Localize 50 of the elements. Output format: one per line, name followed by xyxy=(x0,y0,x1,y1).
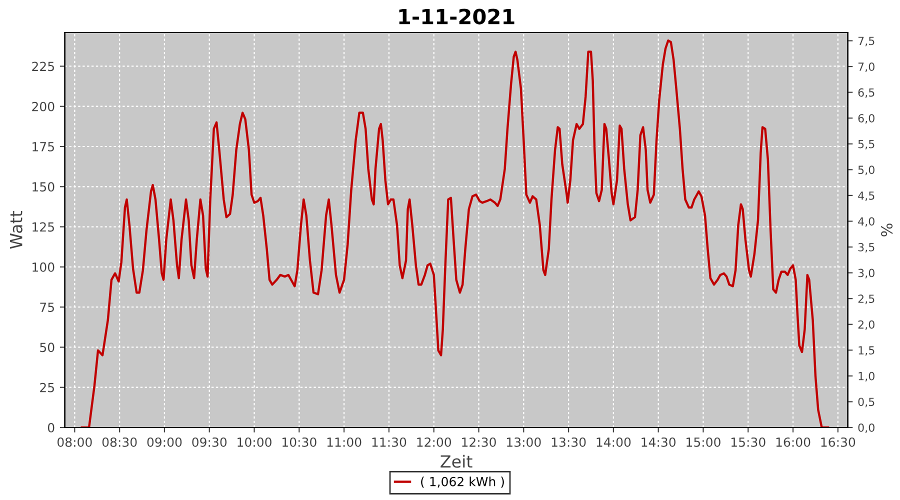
y2-tick-label: 2,5 xyxy=(858,294,874,304)
y2-tick-label: 6,5 xyxy=(858,88,874,98)
y2-tick-label: 7,0 xyxy=(858,62,874,72)
y2-tick-label: 4,0 xyxy=(858,217,874,227)
chart-title: 1-11-2021 xyxy=(399,8,514,24)
x-tick-label: 10:30 xyxy=(282,437,316,447)
y-tick-label: 200 xyxy=(32,102,54,112)
x-tick-label: 12:30 xyxy=(462,437,496,447)
y-axis-title: Watt xyxy=(10,211,22,249)
x-tick-label: 15:30 xyxy=(731,437,766,447)
x-tick-label: 16:00 xyxy=(776,437,810,447)
x-axis-title: Zeit xyxy=(440,454,472,468)
y2-tick-label: 1,0 xyxy=(858,372,874,382)
y2-tick-label: 0,0 xyxy=(858,423,874,434)
y2-tick-label: 2,0 xyxy=(858,320,874,330)
y2-tick-label: 5,5 xyxy=(858,140,874,150)
y-tick-label: 150 xyxy=(32,182,54,192)
y2-tick-label: 5,0 xyxy=(858,166,874,176)
x-tick-label: 15:00 xyxy=(686,437,720,447)
x-tick-label: 09:00 xyxy=(147,437,182,447)
y-tick-label: 125 xyxy=(32,222,54,232)
y-tick-label: 100 xyxy=(32,262,54,272)
x-tick-label: 08:00 xyxy=(57,437,92,447)
y2-tick-label: 3,0 xyxy=(858,268,874,278)
x-tick-label: 14:00 xyxy=(596,437,631,447)
y-tick-label: 0 xyxy=(48,422,54,432)
x-tick-label: 11:30 xyxy=(372,437,406,447)
x-tick-label: 16:30 xyxy=(821,437,856,447)
y2-tick-label: 4,5 xyxy=(858,192,874,201)
x-tick-label: 11:00 xyxy=(327,437,362,447)
y2-tick-label: 7,5 xyxy=(858,36,874,46)
y2-tick-label: 3,5 xyxy=(858,242,874,253)
x-tick-label: 08:30 xyxy=(102,437,137,447)
legend-label: ( 1,062 kWh ) xyxy=(421,476,504,488)
y-tick-label: 225 xyxy=(32,62,54,72)
line-series xyxy=(80,39,830,428)
y-tick-label: 175 xyxy=(32,142,54,152)
y2-tick-label: 0,5 xyxy=(858,398,874,408)
y-tick-label: 25 xyxy=(40,382,54,392)
y-tick-label: 50 xyxy=(40,342,54,352)
x-tick-label: 14:30 xyxy=(642,437,676,447)
x-tick-label: 09:30 xyxy=(192,437,227,447)
y2-axis-title: % xyxy=(881,224,893,236)
y2-tick-label: 1,5 xyxy=(858,346,874,356)
x-tick-label: 13:30 xyxy=(552,437,586,447)
x-tick-label: 12:00 xyxy=(417,437,452,447)
y-tick-label: 75 xyxy=(40,302,54,312)
x-tick-label: 10:00 xyxy=(238,437,272,447)
y2-tick-label: 6,0 xyxy=(858,114,874,124)
x-tick-label: 13:00 xyxy=(507,437,541,447)
